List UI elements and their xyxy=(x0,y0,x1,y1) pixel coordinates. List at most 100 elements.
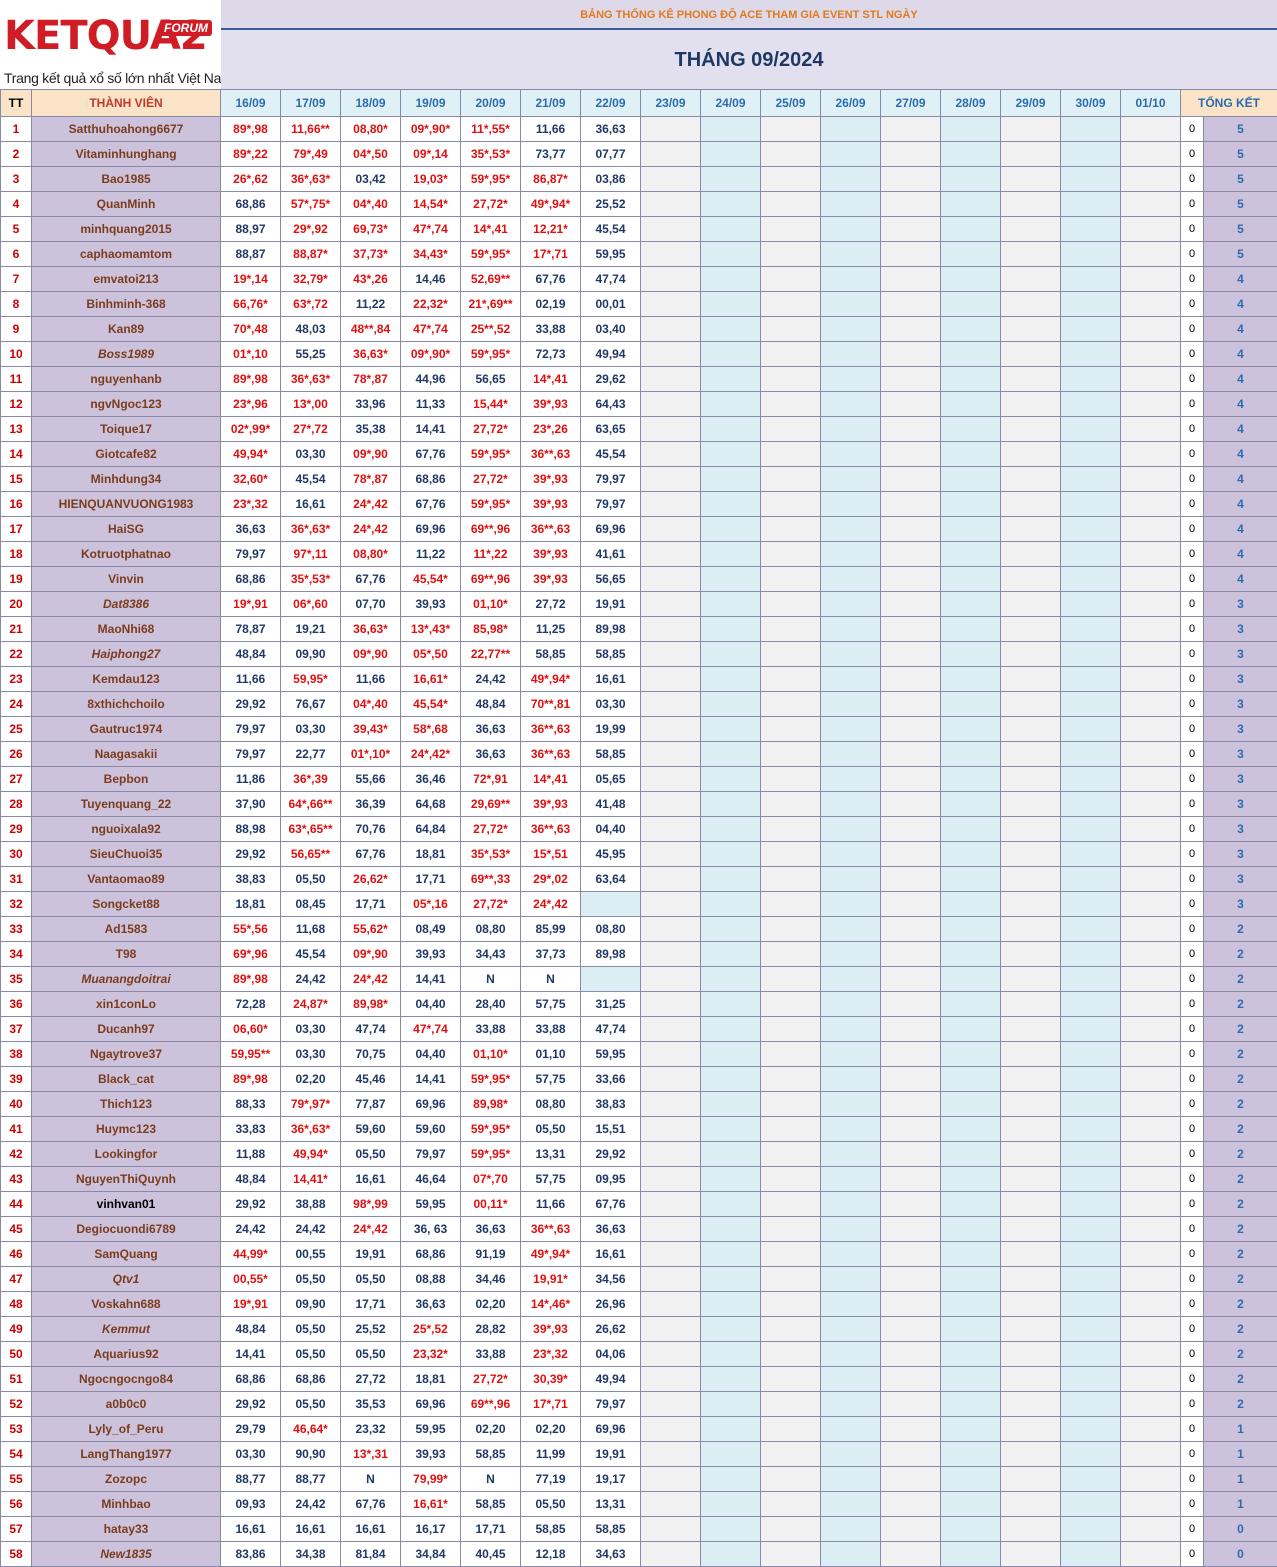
pick-cell: 11,68 xyxy=(280,916,341,942)
pick-cell: 49,94 xyxy=(580,341,641,367)
zero-cell: 0 xyxy=(1180,216,1204,242)
pick-cell: 11,66 xyxy=(340,666,401,692)
pick-cell: 14,46 xyxy=(400,266,461,292)
empty-cell xyxy=(1000,866,1061,892)
col-date: 22/09 xyxy=(580,89,641,117)
zero-cell: 0 xyxy=(1180,266,1204,292)
empty-cell xyxy=(940,1216,1001,1242)
header-row: TT THÀNH VIÊN 16/09 17/09 18/09 19/09 20/09 2… xyxy=(0,89,1277,117)
row-number: 2 xyxy=(0,141,32,167)
pick-cell: 17,71 xyxy=(460,1516,521,1542)
total-score: 5 xyxy=(1203,141,1277,167)
empty-cell xyxy=(640,816,701,842)
empty-cell xyxy=(880,1341,941,1367)
member-name: SamQuang xyxy=(31,1241,221,1267)
zero-cell: 0 xyxy=(1180,1066,1204,1092)
pick-cell: 11,66** xyxy=(280,116,341,142)
pick-cell: 59*,95* xyxy=(460,491,521,517)
pick-cell: 29,92 xyxy=(220,1391,281,1417)
empty-cell xyxy=(940,1316,1001,1342)
empty-cell xyxy=(640,1041,701,1067)
pick-cell: 36*,63* xyxy=(280,166,341,192)
table-row: 5 minhquang2015 88,97 29*,92 69,73* 47*,74 14*… xyxy=(0,216,1277,242)
pick-cell: 90,90 xyxy=(280,1441,341,1467)
pick-cell: 72,73 xyxy=(520,341,581,367)
pick-cell: 14,41 xyxy=(400,416,461,442)
empty-cell xyxy=(700,366,761,392)
row-number: 13 xyxy=(0,416,32,442)
pick-cell: 19,91 xyxy=(340,1241,401,1267)
empty-cell xyxy=(1120,1216,1181,1242)
ketqua2-logo[interactable]: KETQUA2 FORUM Trang kết quả xổ số lớn nh… xyxy=(0,0,221,90)
pick-cell: 09,90 xyxy=(280,1291,341,1317)
pick-cell: 46,64 xyxy=(400,1166,461,1192)
pick-cell: 11,99 xyxy=(520,1441,581,1467)
empty-cell xyxy=(820,1391,881,1417)
pick-cell: 88,33 xyxy=(220,1091,281,1117)
total-score: 1 xyxy=(1203,1416,1277,1442)
pick-cell: 09,90 xyxy=(280,641,341,667)
table-row: 46 SamQuang 44,99* 00,55 19,91 68,86 91,19 49*,… xyxy=(0,1241,1277,1267)
empty-cell xyxy=(820,641,881,667)
empty-cell xyxy=(760,1466,821,1492)
empty-cell xyxy=(940,541,1001,567)
pick-cell: 19,91* xyxy=(520,1266,581,1292)
member-name: emvatoi213 xyxy=(31,266,221,292)
pick-cell: 44,96 xyxy=(400,366,461,392)
member-name: Ad1583 xyxy=(31,916,221,942)
empty-cell xyxy=(1060,1016,1121,1042)
empty-cell xyxy=(880,1191,941,1217)
pick-cell: 09*,90 xyxy=(340,641,401,667)
pick-cell: 39*,93 xyxy=(520,466,581,492)
empty-cell xyxy=(700,1291,761,1317)
total-score: 3 xyxy=(1203,716,1277,742)
empty-cell xyxy=(1120,1516,1181,1542)
pick-cell: 14*,41 xyxy=(520,766,581,792)
empty-cell xyxy=(760,516,821,542)
empty-cell xyxy=(940,191,1001,217)
row-number: 55 xyxy=(0,1466,32,1492)
pick-cell: 07*,70 xyxy=(460,1166,521,1192)
empty-cell xyxy=(640,491,701,517)
pick-cell: 88,77 xyxy=(280,1466,341,1492)
empty-cell xyxy=(640,1341,701,1367)
pick-cell: 32,79* xyxy=(280,266,341,292)
empty-cell xyxy=(820,241,881,267)
empty-cell xyxy=(820,616,881,642)
table-row: 33 Ad1583 55*,56 11,68 55,62* 08,49 08,80 85,99… xyxy=(0,916,1277,942)
pick-cell: 08,80 xyxy=(520,1091,581,1117)
empty-cell xyxy=(700,116,761,142)
member-name: caphaomamtom xyxy=(31,241,221,267)
empty-cell xyxy=(640,366,701,392)
zero-cell: 0 xyxy=(1180,1216,1204,1242)
empty-cell xyxy=(1060,1416,1121,1442)
member-name: Lookingfor xyxy=(31,1141,221,1167)
pick-cell: 79,97 xyxy=(580,466,641,492)
empty-cell xyxy=(760,941,821,967)
zero-cell: 0 xyxy=(1180,491,1204,517)
pick-cell: 14*,41 xyxy=(460,216,521,242)
empty-cell xyxy=(940,666,1001,692)
pick-cell: 00,01 xyxy=(580,291,641,317)
empty-cell xyxy=(1120,1091,1181,1117)
pick-cell: 24,42 xyxy=(460,666,521,692)
empty-cell xyxy=(760,741,821,767)
empty-cell xyxy=(640,916,701,942)
empty-cell xyxy=(940,366,1001,392)
empty-cell xyxy=(1120,1266,1181,1292)
pick-cell: 04*,40 xyxy=(340,691,401,717)
table-row: 23 Kemdau123 11,66 59,95* 11,66 16,61* 24,42 49… xyxy=(0,666,1277,692)
pick-cell: 58,85 xyxy=(580,741,641,767)
empty-cell xyxy=(760,191,821,217)
pick-cell: 16,17 xyxy=(400,1516,461,1542)
member-name: Zozopc xyxy=(31,1466,221,1492)
pick-cell: 68,86 xyxy=(220,566,281,592)
empty-cell xyxy=(760,1391,821,1417)
zero-cell: 0 xyxy=(1180,541,1204,567)
pick-cell: 67,76 xyxy=(340,566,401,592)
empty-cell xyxy=(820,466,881,492)
pick-cell: 58,85 xyxy=(460,1491,521,1517)
pick-cell: 01*,10 xyxy=(220,341,281,367)
zero-cell: 0 xyxy=(1180,1466,1204,1492)
empty-cell xyxy=(760,1116,821,1142)
